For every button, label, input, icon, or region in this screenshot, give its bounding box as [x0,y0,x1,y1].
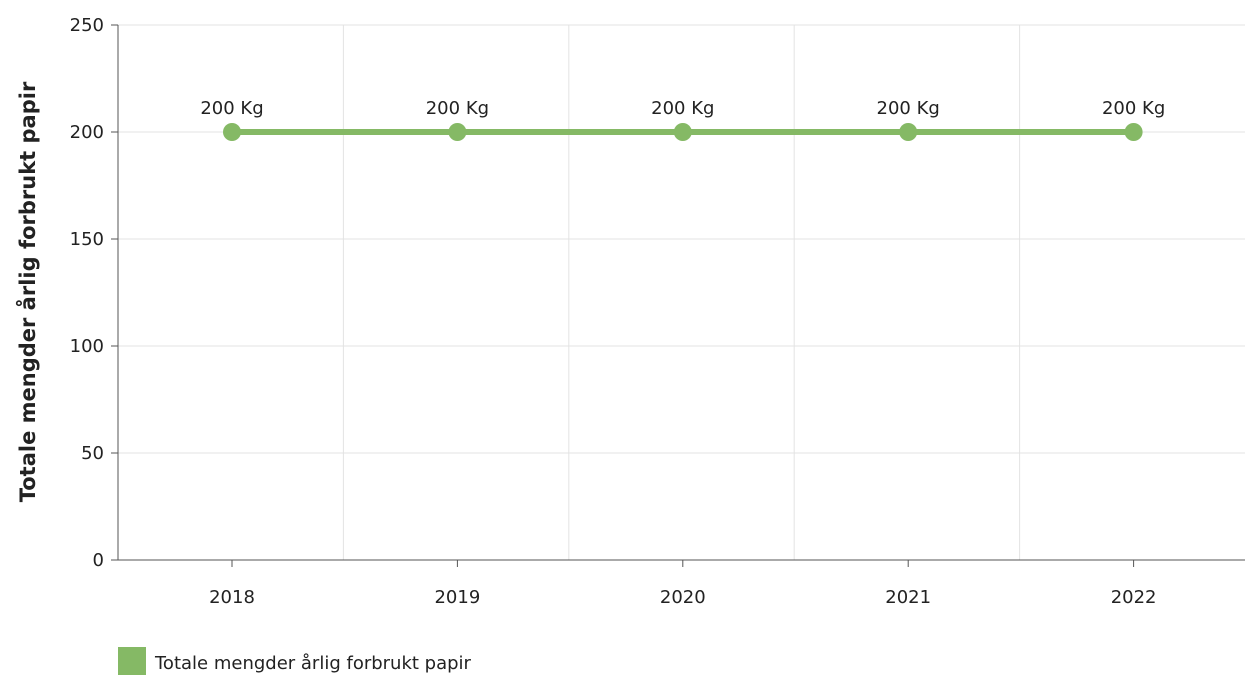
data-point [673,123,692,141]
data-labels: 200 Kg 200 Kg 200 Kg 200 Kg 200 Kg [200,98,1165,119]
data-point [899,123,918,141]
x-tick-label: 2022 [1111,587,1157,608]
data-label: 200 Kg [200,98,263,119]
y-tick-labels: 0 50 100 150 200 250 [70,15,104,571]
x-tick-label: 2019 [434,587,480,608]
x-tick-labels: 2018 2019 2020 2021 2022 [209,587,1156,608]
y-tick-label: 0 [93,550,104,571]
data-label: 200 Kg [1102,98,1165,119]
y-axis-title: Totale mengder årlig forbrukt papir [15,81,40,502]
data-point [1124,123,1143,141]
legend[interactable]: Totale mengder årlig forbrukt papir [118,647,472,675]
y-tick-label: 50 [81,443,104,464]
data-point [223,123,241,141]
data-label: 200 Kg [651,98,714,119]
axes [111,24,1245,567]
data-label: 200 Kg [426,98,489,119]
data-points [223,123,1143,141]
y-tick-label: 200 [70,122,104,143]
x-tick-label: 2018 [209,587,255,608]
y-tick-label: 150 [70,229,104,250]
x-tick-label: 2021 [885,587,931,608]
data-point [448,123,467,141]
x-tick-label: 2020 [660,587,706,608]
legend-swatch [118,647,146,675]
legend-label: Totale mengder årlig forbrukt papir [154,653,472,674]
data-label: 200 Kg [877,98,940,119]
y-tick-label: 250 [70,15,104,36]
y-tick-label: 100 [70,336,104,357]
